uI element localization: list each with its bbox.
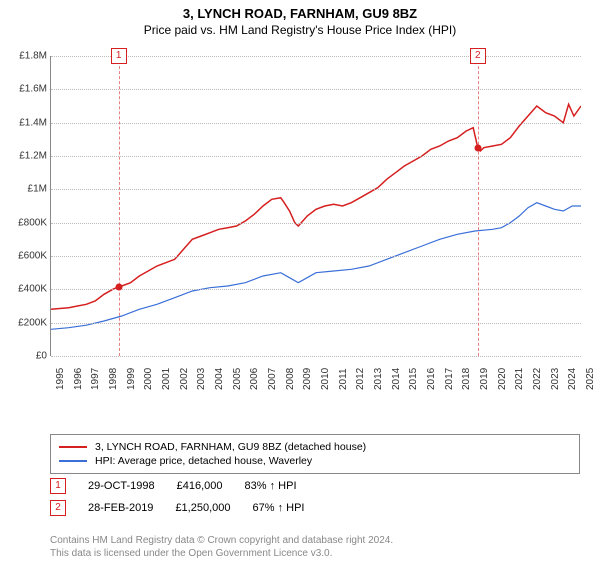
plot-region: £0£200K£400K£600K£800K£1M£1.2M£1.4M£1.6M… [50, 56, 581, 356]
sale-marker-dot [474, 144, 481, 151]
sale-marker-tag: 1 [111, 48, 127, 64]
legend-row: HPI: Average price, detached house, Wave… [59, 455, 571, 467]
x-axis-label: 2006 [249, 378, 260, 390]
gridline-h [51, 123, 581, 124]
sale-date: 29-OCT-1998 [88, 480, 155, 492]
x-axis-label: 2011 [338, 378, 349, 390]
gridline-h [51, 289, 581, 290]
legend-swatch [59, 460, 87, 462]
y-axis-label: £400K [7, 284, 47, 295]
y-axis-label: £200K [7, 317, 47, 328]
x-axis-label: 2025 [585, 378, 596, 390]
gridline-h [51, 356, 581, 357]
gridline-h [51, 89, 581, 90]
sale-pct: 67% ↑ HPI [253, 502, 305, 514]
x-axis-label: 2002 [179, 378, 190, 390]
x-axis-label: 2018 [461, 378, 472, 390]
sale-row: 1 29-OCT-1998 £416,000 83% ↑ HPI [50, 478, 297, 494]
x-axis-label: 2014 [391, 378, 402, 390]
series-line [51, 104, 581, 309]
x-axis-label: 2000 [143, 378, 154, 390]
chart-titles: 3, LYNCH ROAD, FARNHAM, GU9 8BZ Price pa… [0, 6, 600, 37]
x-axis-label: 2015 [408, 378, 419, 390]
sale-marker-tag: 2 [470, 48, 486, 64]
y-axis-label: £1M [7, 184, 47, 195]
legend: 3, LYNCH ROAD, FARNHAM, GU9 8BZ (detache… [50, 434, 580, 474]
y-axis-label: £1.6M [7, 84, 47, 95]
sale-pct: 83% ↑ HPI [245, 480, 297, 492]
gridline-h [51, 256, 581, 257]
chart-subtitle: Price paid vs. HM Land Registry's House … [0, 23, 600, 37]
y-axis-label: £1.8M [7, 51, 47, 62]
x-axis-label: 2007 [267, 378, 278, 390]
x-axis-label: 1996 [73, 378, 84, 390]
y-axis-label: £800K [7, 217, 47, 228]
x-axis-label: 1995 [55, 378, 66, 390]
x-axis-label: 2012 [355, 378, 366, 390]
x-axis-label: 1999 [126, 378, 137, 390]
y-axis-label: £0 [7, 351, 47, 362]
legend-label: HPI: Average price, detached house, Wave… [95, 455, 312, 467]
x-axis-label: 2023 [550, 378, 561, 390]
x-axis-label: 2013 [373, 378, 384, 390]
x-axis-label: 2005 [232, 378, 243, 390]
sale-row: 2 28-FEB-2019 £1,250,000 67% ↑ HPI [50, 500, 304, 516]
x-axis-label: 2003 [196, 378, 207, 390]
x-axis-label: 2016 [426, 378, 437, 390]
sale-tag: 2 [50, 500, 66, 516]
chart-title: 3, LYNCH ROAD, FARNHAM, GU9 8BZ [0, 6, 600, 21]
chart-area: £0£200K£400K£600K£800K£1M£1.2M£1.4M£1.6M… [50, 56, 580, 396]
x-axis-label: 2020 [497, 378, 508, 390]
legend-swatch [59, 446, 87, 448]
y-axis-label: £1.2M [7, 151, 47, 162]
x-axis-label: 2019 [479, 378, 490, 390]
sale-price: £416,000 [177, 480, 223, 492]
legend-label: 3, LYNCH ROAD, FARNHAM, GU9 8BZ (detache… [95, 441, 366, 453]
gridline-h [51, 223, 581, 224]
sale-marker-line [119, 56, 120, 356]
legend-row: 3, LYNCH ROAD, FARNHAM, GU9 8BZ (detache… [59, 441, 571, 453]
x-axis-label: 2008 [285, 378, 296, 390]
x-axis-label: 2009 [302, 378, 313, 390]
gridline-h [51, 189, 581, 190]
x-axis-label: 1997 [90, 378, 101, 390]
x-axis-label: 2010 [320, 378, 331, 390]
x-axis-label: 1998 [108, 378, 119, 390]
x-axis-label: 2017 [444, 378, 455, 390]
gridline-h [51, 156, 581, 157]
x-axis-label: 2022 [532, 378, 543, 390]
footer-line: This data is licensed under the Open Gov… [50, 547, 580, 560]
x-axis-label: 2024 [567, 378, 578, 390]
sale-marker-dot [115, 283, 122, 290]
sale-marker-line [478, 56, 479, 356]
footer-line: Contains HM Land Registry data © Crown c… [50, 534, 580, 547]
y-axis-label: £1.4M [7, 117, 47, 128]
gridline-h [51, 56, 581, 57]
gridline-h [51, 323, 581, 324]
x-axis-label: 2004 [214, 378, 225, 390]
y-axis-label: £600K [7, 251, 47, 262]
sale-price: £1,250,000 [175, 502, 230, 514]
sale-date: 28-FEB-2019 [88, 502, 153, 514]
footer: Contains HM Land Registry data © Crown c… [50, 534, 580, 560]
x-axis-label: 2001 [161, 378, 172, 390]
x-axis-label: 2021 [514, 378, 525, 390]
chart-svg [51, 56, 581, 356]
sale-tag: 1 [50, 478, 66, 494]
